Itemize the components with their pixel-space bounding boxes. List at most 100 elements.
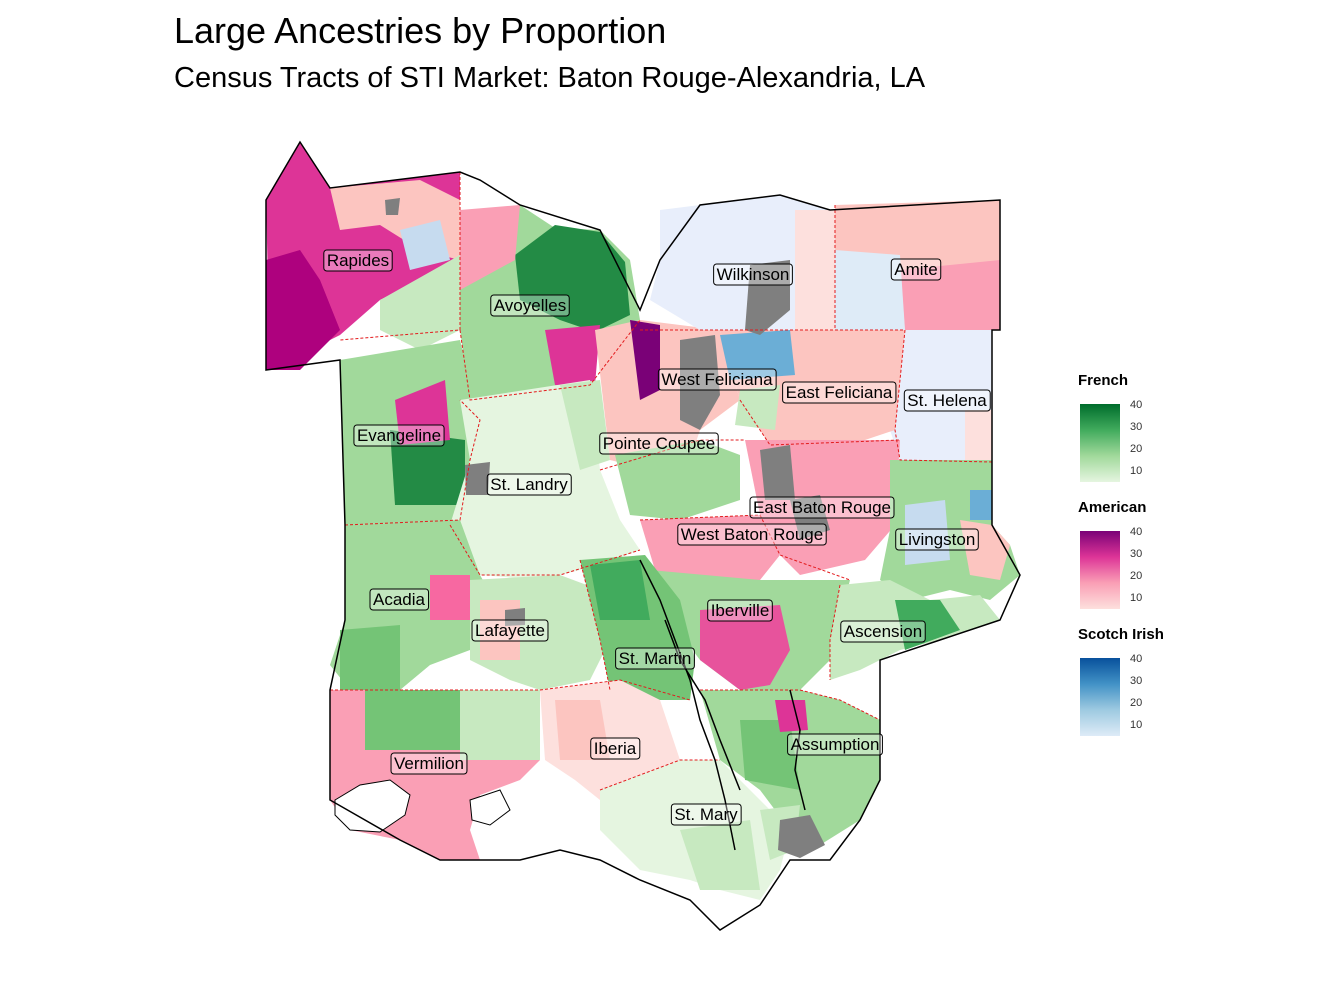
parish-label-box xyxy=(713,263,793,286)
parish-label-box xyxy=(903,389,991,412)
parish-labels: Rapides Avoyelles Wilkinson Amite West Felic… xyxy=(323,249,991,826)
parish-label-text: Avoyelles xyxy=(494,296,566,315)
legend-tick: 40 xyxy=(1130,399,1143,411)
parish-label-box xyxy=(471,619,549,642)
parish-label-box xyxy=(890,258,942,281)
parish-label-iberia: Iberia xyxy=(590,737,641,760)
tract-region xyxy=(615,440,740,520)
parish-boundary xyxy=(700,689,881,721)
tract-region xyxy=(970,490,992,520)
tract-region xyxy=(640,515,780,590)
legend-title-scotch-irish: Scotch Irish xyxy=(1078,626,1164,643)
parish-label-text: St. Helena xyxy=(907,391,987,410)
legend-tick: 40 xyxy=(1130,653,1143,665)
parish-label-east-baton-rouge: East Baton Rouge xyxy=(749,496,895,519)
legend-tick: 40 xyxy=(1130,526,1143,538)
parish-label-east-feliciana: East Feliciana xyxy=(782,381,897,404)
tract-region xyxy=(430,575,470,620)
parish-label-box xyxy=(390,752,468,775)
tract-region xyxy=(365,690,460,750)
legend-american: American 40 30 20 10 xyxy=(1078,499,1198,626)
parish-label-wilkinson: Wilkinson xyxy=(713,263,793,286)
parish-label-box xyxy=(782,381,897,404)
parish-label-st-mary: St. Mary xyxy=(670,803,742,826)
tract-region xyxy=(266,250,340,370)
parish-boundary xyxy=(894,329,993,463)
parish-label-box xyxy=(353,424,445,447)
legend-title-french: French xyxy=(1078,372,1129,389)
parish-label-box xyxy=(787,733,883,756)
legend-colorbar-french xyxy=(1080,404,1120,482)
parish-label-box xyxy=(707,599,773,622)
outline xyxy=(265,140,1021,931)
parish-label-text: Livingston xyxy=(899,530,976,549)
parish-label-rapides: Rapides xyxy=(323,249,393,272)
parish-label-text: St. Mary xyxy=(674,805,738,824)
tract-region xyxy=(775,700,808,732)
parish-label-text: East Baton Rouge xyxy=(753,498,891,517)
tract-region xyxy=(680,820,760,890)
parish-label-box xyxy=(490,294,570,317)
tract-region xyxy=(555,700,610,760)
legend-tick: 30 xyxy=(1130,421,1143,433)
parish-label-box xyxy=(486,473,572,496)
parish-boundary xyxy=(330,679,691,701)
tract-region xyxy=(735,385,780,430)
parish-label-text: Iberia xyxy=(594,739,637,758)
missing-tract xyxy=(465,462,490,495)
parish-label-text: Acadia xyxy=(373,590,426,609)
legend-scotch-irish: Scotch Irish 40 30 20 10 xyxy=(1078,626,1198,753)
tract-region xyxy=(590,560,650,620)
tract-region xyxy=(700,605,790,690)
parish-label-west-baton-rouge: West Baton Rouge xyxy=(677,523,827,546)
parish-label-iberville: Iberville xyxy=(707,599,773,622)
water-bodies xyxy=(334,779,511,833)
tract-region xyxy=(965,410,992,460)
tract-region xyxy=(720,330,795,380)
legend-tick: 20 xyxy=(1130,570,1143,582)
river xyxy=(664,619,741,791)
parish-label-box xyxy=(599,432,719,455)
parish-boundary xyxy=(739,399,901,446)
parish-boundary xyxy=(829,584,841,680)
tract-region xyxy=(795,210,835,330)
parish-boundary xyxy=(599,759,720,791)
parish-label-west-feliciana: West Feliciana xyxy=(657,368,777,391)
parish-label-text: Assumption xyxy=(791,735,880,754)
parish-label-livingston: Livingston xyxy=(895,528,979,551)
parish-label-acadia: Acadia xyxy=(369,588,430,611)
parish-label-text: Ascension xyxy=(844,622,922,641)
parish-label-box xyxy=(323,249,393,272)
parish-label-evangeline: Evangeline xyxy=(353,424,445,447)
legend-colorbar-american xyxy=(1080,531,1120,609)
tract-region xyxy=(460,205,520,290)
tract-region xyxy=(895,600,960,650)
parish-label-text: Rapides xyxy=(327,251,389,270)
parish-label-lafayette: Lafayette xyxy=(471,619,549,642)
parish-label-avoyelles: Avoyelles xyxy=(490,294,570,317)
legend-tick: 20 xyxy=(1130,443,1143,455)
parish-label-st-landry: St. Landry xyxy=(486,473,572,496)
tract-region xyxy=(835,250,905,330)
tract-region xyxy=(390,430,465,505)
lake xyxy=(469,789,511,826)
legend-tick: 30 xyxy=(1130,675,1143,687)
legend-tick: 10 xyxy=(1130,592,1143,604)
rivers-and-coastline xyxy=(265,140,1021,931)
missing-tract xyxy=(505,608,525,626)
parish-boundary xyxy=(459,319,641,401)
missing-data-tracts xyxy=(385,198,830,858)
legend-tick: 30 xyxy=(1130,548,1143,560)
missing-tract xyxy=(385,198,400,215)
river xyxy=(789,689,806,811)
map-subtitle: Census Tracts of STI Market: Baton Rouge… xyxy=(174,62,926,94)
tract-region xyxy=(400,220,450,270)
tract-regions xyxy=(266,142,1020,900)
parish-label-text: West Baton Rouge xyxy=(681,525,823,544)
parish-boundaries xyxy=(330,172,993,791)
parish-label-text: West Feliciana xyxy=(661,370,773,389)
legend-tick: 10 xyxy=(1130,719,1143,731)
parish-label-text: Lafayette xyxy=(475,621,545,640)
legend-title-american: American xyxy=(1078,499,1147,516)
